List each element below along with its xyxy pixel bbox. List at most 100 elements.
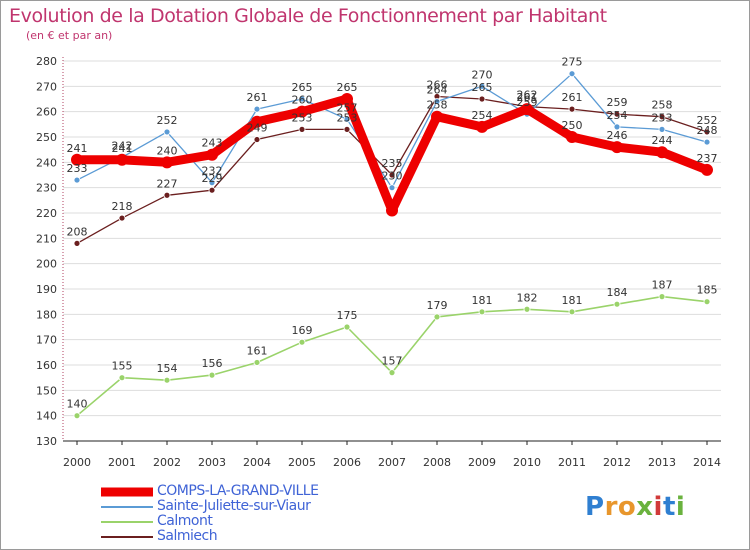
legend-swatch-comps [101,487,153,497]
logo-letter: x [636,492,654,522]
data-point [253,105,261,113]
data-label: 241 [67,142,88,155]
data-label: 258 [427,99,448,112]
data-point [703,298,711,306]
data-label: 230 [382,170,403,183]
x-tick-label: 2007 [378,456,406,469]
x-tick-label: 2014 [693,456,721,469]
proxiti-logo: Proxiti [585,492,685,522]
data-point [521,103,533,116]
data-label: 264 [427,84,448,97]
legend-label-sainte-juliette: Sainte-Juliette-sur-Viaur [157,498,311,514]
data-point [523,305,531,313]
data-label: 233 [67,162,88,175]
data-point [613,300,621,308]
y-tick-label: 130 [36,435,57,448]
data-label: 157 [382,355,403,368]
legend-item: COMPS-LA-GRAND-VILLE [101,483,421,500]
data-label: 241 [112,142,133,155]
data-point [208,186,216,194]
data-point [478,95,486,103]
y-tick-label: 220 [36,207,57,220]
data-point [703,138,711,146]
data-point [253,359,261,366]
data-label: 182 [517,291,538,304]
data-point [296,105,308,118]
data-point [298,338,306,346]
data-point [388,184,396,192]
legend-swatch-salmiech [101,536,153,538]
legend-item: Sainte-Juliette-sur-Viaur [101,498,421,515]
data-label: 232 [202,165,223,178]
data-point [118,214,126,222]
x-tick-label: 2009 [468,456,496,469]
data-label: 265 [472,81,493,94]
logo-letter: i [653,492,663,522]
data-label: 253 [337,111,358,124]
data-point [343,125,351,133]
data-label: 179 [427,299,448,312]
x-tick-label: 2000 [63,456,91,469]
data-label: 252 [697,114,718,127]
data-label: 270 [472,68,493,81]
data-label: 253 [292,111,313,124]
data-label: 161 [247,344,268,357]
data-label: 229 [202,172,223,185]
data-point [478,308,486,316]
data-label: 240 [157,144,178,157]
data-point [658,293,666,301]
data-label: 262 [517,89,538,102]
data-label: 253 [652,111,673,124]
x-tick-label: 2003 [198,456,226,469]
y-tick-label: 210 [36,232,57,245]
data-point [253,136,261,143]
data-point [343,115,351,123]
logo-letter: r [604,492,618,522]
data-label: 248 [697,124,718,137]
data-label: 244 [652,134,673,147]
data-label: 154 [157,362,178,375]
data-point [161,156,173,169]
data-point [206,148,218,161]
data-point [251,115,263,128]
x-tick-label: 2002 [153,456,181,469]
data-label: 249 [247,122,268,135]
data-point [703,128,711,136]
data-point [208,371,216,379]
x-tick-label: 2012 [603,456,631,469]
y-tick-label: 270 [36,80,57,93]
data-point [208,179,216,187]
data-label: 246 [607,129,628,142]
legend-item: Calmont [101,513,421,530]
x-tick-label: 2001 [108,456,136,469]
data-label: 259 [607,96,628,109]
data-label: 181 [562,294,583,307]
data-label: 185 [697,284,718,297]
data-point [163,191,171,199]
data-point [568,70,576,78]
data-point [73,176,81,184]
data-point [566,131,578,143]
legend-label-calmont: Calmont [157,513,213,529]
data-point [298,125,306,133]
y-tick-label: 240 [36,156,57,169]
data-label: 254 [607,109,628,122]
data-point [163,128,171,136]
data-label: 184 [607,286,628,299]
y-tick-label: 280 [36,55,57,68]
legend-swatch-sainte-juliette [101,506,153,508]
logo-letter: t [662,492,676,522]
y-tick-label: 200 [36,258,57,271]
data-label: 242 [112,139,133,152]
data-label: 218 [112,200,133,213]
data-point [433,313,441,321]
x-tick-label: 2010 [513,456,541,469]
x-tick-label: 2006 [333,456,361,469]
data-label: 261 [517,91,538,104]
data-point [658,113,666,121]
data-label: 254 [472,109,493,122]
data-label: 235 [382,157,403,170]
data-label: 257 [337,101,358,114]
data-label: 252 [157,114,178,127]
